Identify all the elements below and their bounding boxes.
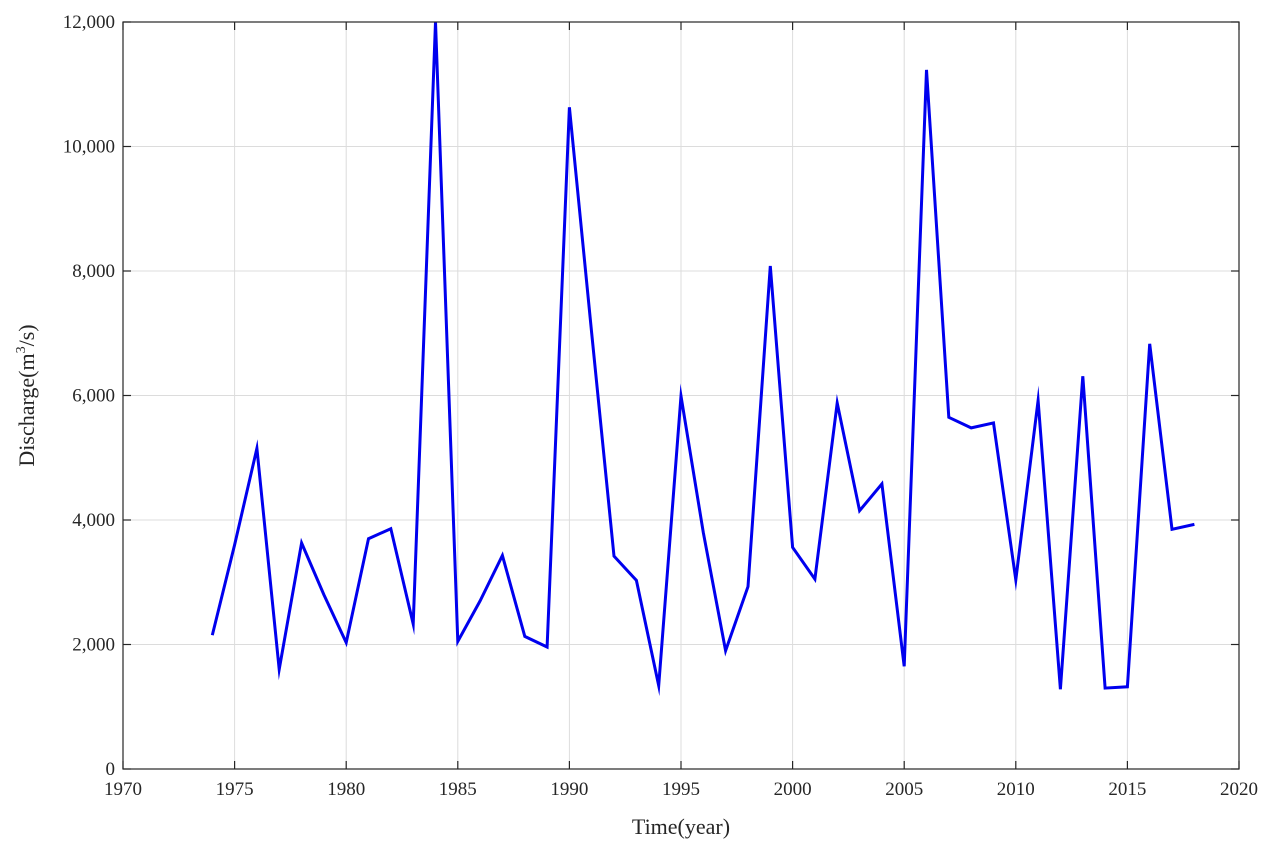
- y-tick-label: 4,000: [72, 510, 115, 531]
- y-tick-label: 6,000: [72, 386, 115, 407]
- x-tick-label: 2015: [1108, 779, 1146, 800]
- x-tick-label: 1970: [104, 779, 142, 800]
- x-tick-label: 2000: [774, 779, 812, 800]
- x-axis-tick-labels: 1970 1975 1980 1985 1990 1995 2000 2005 2010 2015…: [104, 779, 1258, 800]
- discharge-series-line: [210, 21, 1195, 697]
- x-axis-title: Time(year): [632, 814, 730, 839]
- y-axis-title: Discharge(m3/s): [14, 324, 39, 466]
- x-tick-label: 2010: [997, 779, 1035, 800]
- x-tick-label: 1985: [439, 779, 477, 800]
- x-tick-label: 2020: [1220, 779, 1258, 800]
- plot-frame: [122, 21, 1240, 770]
- x-tick-label: 1995: [662, 779, 700, 800]
- x-tick-label: 1975: [216, 779, 254, 800]
- data-series: [210, 21, 1195, 697]
- y-tick-label: 12,000: [63, 12, 115, 33]
- y-axis-title-prefix: Discharge(m: [14, 353, 39, 466]
- y-tick-label: 8,000: [72, 261, 115, 282]
- y-tick-label: 2,000: [72, 635, 115, 656]
- x-tick-label: 1980: [327, 779, 365, 800]
- y-tick-label: 10,000: [63, 137, 115, 158]
- x-tick-label: 2005: [885, 779, 923, 800]
- y-axis-title-suffix: /s): [14, 324, 39, 346]
- y-axis-tick-labels: 0 2,000 4,000 6,000 8,000 10,000 12,000: [63, 12, 115, 780]
- y-tick-label: 0: [106, 759, 116, 780]
- y-axis-title-superscript: 3: [14, 346, 29, 353]
- x-tick-label: 1990: [550, 779, 588, 800]
